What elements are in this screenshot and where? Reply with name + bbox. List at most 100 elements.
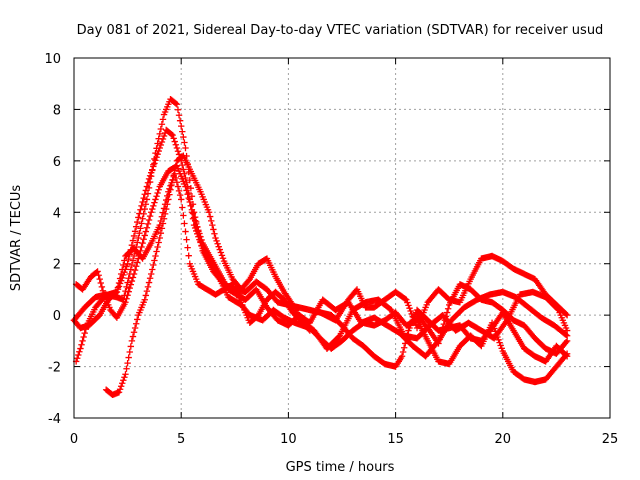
data-point <box>168 131 175 138</box>
data-point <box>187 202 195 210</box>
data-point <box>181 139 188 146</box>
data-point <box>186 198 193 206</box>
data-point <box>135 234 142 242</box>
data-point <box>209 221 216 229</box>
data-point <box>405 302 412 309</box>
data-point <box>154 140 161 147</box>
data-point <box>170 135 177 142</box>
data-point <box>184 244 191 251</box>
data-point <box>131 324 139 332</box>
data-point <box>126 284 133 292</box>
data-point <box>174 106 182 113</box>
data-point <box>198 236 205 244</box>
data-point <box>165 188 172 195</box>
data-point <box>193 220 200 228</box>
data-point <box>114 284 122 291</box>
data-point <box>124 260 131 267</box>
data-point <box>129 257 137 264</box>
data-point <box>155 239 162 246</box>
data-point <box>182 174 189 182</box>
data-point <box>219 255 227 262</box>
data-point <box>151 257 158 264</box>
y-tick-label: 0 <box>53 309 61 324</box>
data-point <box>154 243 161 251</box>
data-point <box>123 263 130 270</box>
data-point <box>164 192 171 200</box>
data-point <box>132 223 140 230</box>
data-point <box>173 101 181 108</box>
x-tick-label: 25 <box>602 432 619 447</box>
data-point <box>138 220 145 227</box>
data-point <box>154 150 161 158</box>
data-point <box>215 243 222 250</box>
data-point <box>187 184 195 192</box>
data-point <box>152 157 159 164</box>
data-point <box>130 329 138 336</box>
data-point <box>147 270 155 278</box>
data-point <box>178 122 185 130</box>
data-point <box>123 295 130 302</box>
data-point <box>115 389 123 396</box>
data-point <box>562 310 570 318</box>
data-point <box>498 345 505 352</box>
data-point <box>156 130 163 138</box>
data-point <box>169 131 176 139</box>
data-point <box>125 354 132 361</box>
data-point <box>121 374 128 381</box>
data-point <box>218 252 226 259</box>
data-point <box>123 283 130 291</box>
data-point <box>435 340 442 347</box>
data-point <box>119 380 126 387</box>
data-point <box>208 217 215 225</box>
data-point <box>121 257 128 264</box>
data-point <box>174 183 182 190</box>
data-point <box>138 243 145 251</box>
data-point <box>407 307 414 315</box>
data-point <box>147 169 155 176</box>
data-point <box>147 209 155 216</box>
data-point <box>180 166 187 173</box>
data-point <box>172 100 180 107</box>
data-point <box>124 359 131 367</box>
data-point <box>562 338 570 346</box>
data-point <box>127 343 135 350</box>
data-point <box>129 333 137 340</box>
data-point <box>157 229 165 237</box>
data-point <box>74 355 81 362</box>
data-point <box>115 279 123 287</box>
data-point <box>185 194 192 202</box>
data-point <box>120 377 127 384</box>
data-point <box>153 248 160 255</box>
data-point <box>150 261 157 269</box>
data-point <box>154 189 161 197</box>
data-point <box>155 186 162 193</box>
series-trace-k <box>413 281 571 357</box>
y-axis-label: SDTVAR / TECUs <box>9 185 24 292</box>
data-point <box>132 320 140 327</box>
data-point <box>143 183 151 190</box>
data-point <box>211 230 218 237</box>
data-point <box>149 205 156 213</box>
data-point <box>144 220 152 228</box>
x-tick-label: 20 <box>495 432 512 447</box>
chart-title: Day 081 of 2021, Sidereal Day-to-day VTE… <box>77 23 604 38</box>
data-point <box>134 239 141 246</box>
data-point <box>120 261 127 269</box>
data-point <box>402 295 409 303</box>
data-point <box>143 287 151 295</box>
data-point <box>124 279 131 286</box>
data-point <box>136 210 143 217</box>
data-point <box>137 206 144 213</box>
series-layer <box>70 95 571 399</box>
data-point <box>156 221 163 229</box>
data-point <box>159 116 167 123</box>
data-point <box>158 213 166 220</box>
data-point <box>180 133 187 141</box>
data-point <box>180 212 187 219</box>
data-point <box>141 296 148 303</box>
data-point <box>156 144 163 152</box>
data-point <box>134 316 141 323</box>
data-point <box>205 209 213 216</box>
data-point <box>151 160 158 167</box>
data-point <box>122 371 129 378</box>
